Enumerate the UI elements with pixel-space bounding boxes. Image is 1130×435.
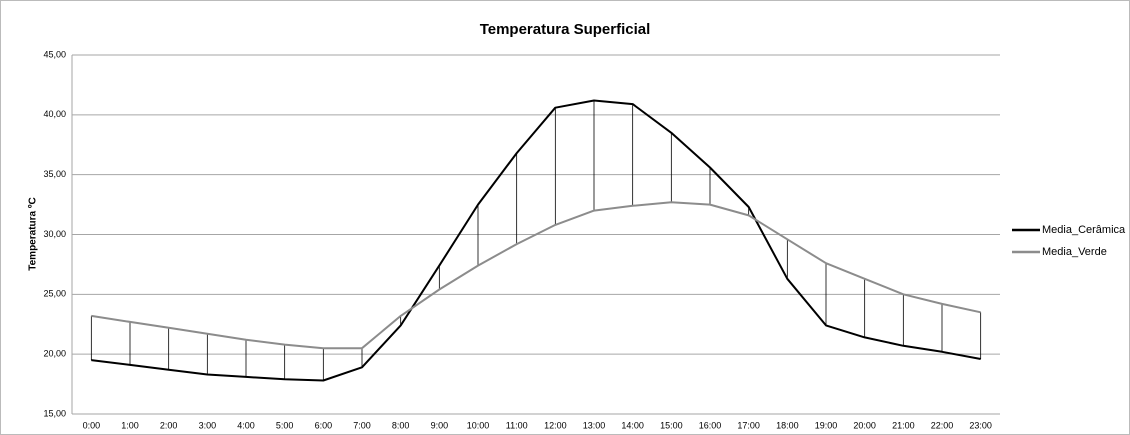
- x-tick-label: 6:00: [315, 420, 333, 430]
- x-tick-label: 7:00: [353, 420, 371, 430]
- x-tick-label: 16:00: [699, 420, 722, 430]
- x-tick-label: 17:00: [737, 420, 760, 430]
- x-tick-label: 8:00: [392, 420, 410, 430]
- y-tick-label: 45,00: [43, 49, 66, 59]
- y-tick-label: 25,00: [43, 289, 66, 299]
- x-tick-label: 11:00: [506, 420, 528, 430]
- x-tick-label: 1:00: [121, 420, 139, 430]
- x-tick-label: 20:00: [853, 420, 876, 430]
- series-line: [91, 99, 981, 382]
- x-tick-label: 21:00: [892, 420, 915, 430]
- x-tick-label: 14:00: [621, 420, 644, 430]
- x-tick-label: 3:00: [199, 420, 217, 430]
- x-tick-label: 4:00: [237, 420, 255, 430]
- x-tick-label: 0:00: [83, 420, 101, 430]
- x-tick-label: 22:00: [931, 420, 954, 430]
- legend-label: Media_Cerâmica: [1042, 224, 1126, 236]
- x-tick-label: 15:00: [660, 420, 683, 430]
- y-tick-label: 30,00: [43, 229, 66, 239]
- x-tick-label: 12:00: [544, 420, 567, 430]
- x-tick-label: 5:00: [276, 420, 294, 430]
- legend-label: Media_Verde: [1042, 246, 1107, 258]
- x-tick-label: 19:00: [815, 420, 838, 430]
- chart-title: Temperatura Superficial: [480, 21, 651, 38]
- y-tick-label: 40,00: [43, 109, 66, 119]
- y-tick-label: 20,00: [43, 349, 66, 359]
- x-tick-label: 13:00: [583, 420, 606, 430]
- y-tick-label: 15,00: [43, 408, 66, 418]
- x-tick-label: 23:00: [969, 420, 992, 430]
- x-tick-label: 9:00: [431, 420, 449, 430]
- series-line: [91, 201, 981, 350]
- y-axis-title: Temperatura ºC: [28, 197, 39, 271]
- x-tick-label: 2:00: [160, 420, 178, 430]
- y-tick-label: 35,00: [43, 169, 66, 179]
- x-tick-label: 18:00: [776, 420, 799, 430]
- x-tick-label: 10:00: [467, 420, 490, 430]
